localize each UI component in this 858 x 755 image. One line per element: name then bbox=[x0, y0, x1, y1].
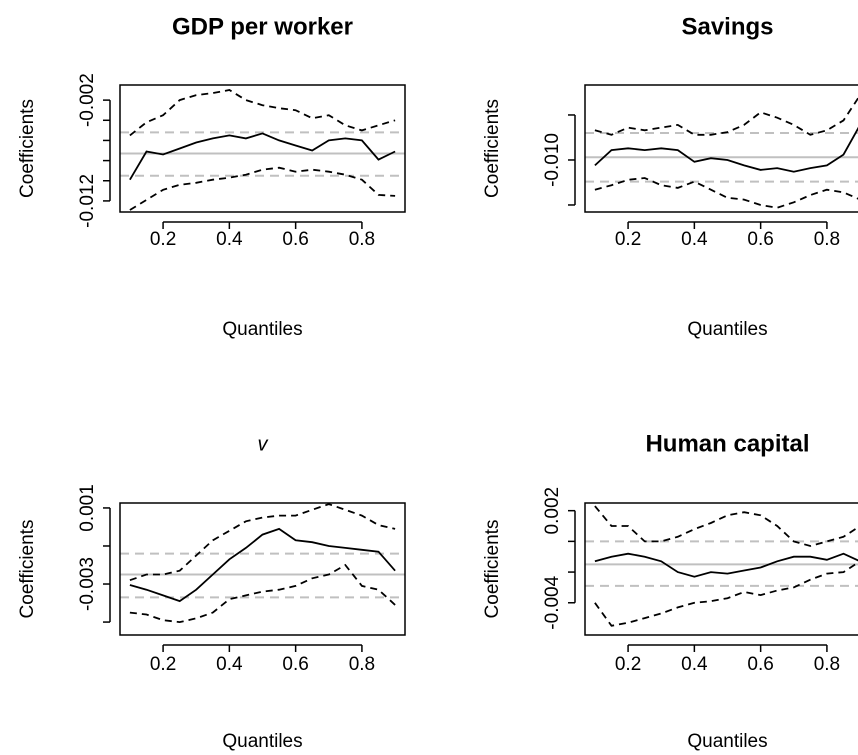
panel-title: Human capital bbox=[645, 430, 809, 457]
x-tick-label: 0.2 bbox=[150, 229, 176, 250]
x-tick-label: 0.4 bbox=[216, 654, 243, 675]
y-axis-label: Coefficients bbox=[482, 520, 503, 619]
y-tick-label: 0.002 bbox=[542, 487, 563, 535]
y-tick-label: -0.010 bbox=[542, 133, 563, 187]
x-tick-label: 0.2 bbox=[615, 654, 641, 675]
y-tick-label: -0.002 bbox=[77, 73, 98, 127]
coefficient-line bbox=[129, 503, 396, 582]
coefficient-line bbox=[594, 177, 858, 209]
x-tick-label: 0.8 bbox=[814, 654, 840, 675]
x-tick-label: 0.6 bbox=[747, 229, 773, 250]
y-tick-label: -0.012 bbox=[77, 174, 98, 228]
coefficient-line bbox=[594, 96, 858, 136]
x-tick-label: 0.6 bbox=[282, 654, 308, 675]
plot-frame bbox=[584, 84, 858, 213]
x-tick-label: 0.4 bbox=[216, 229, 243, 250]
x-tick-label: 0.8 bbox=[349, 654, 375, 675]
coefficient-line bbox=[129, 527, 396, 603]
x-axis-label: Quantiles bbox=[222, 319, 302, 340]
y-tick-label: 0.001 bbox=[77, 484, 98, 532]
plot-frame bbox=[119, 84, 406, 213]
coefficient-line bbox=[594, 505, 858, 547]
coefficient-line bbox=[129, 132, 396, 181]
panel-title: GDP per worker bbox=[172, 13, 353, 40]
coefficient-line bbox=[594, 552, 858, 578]
x-tick-label: 0.2 bbox=[615, 229, 641, 250]
coefficient-line bbox=[594, 561, 858, 627]
x-tick-label: 0.6 bbox=[747, 654, 773, 675]
y-tick-label: -0.003 bbox=[77, 557, 98, 611]
x-tick-label: 0.4 bbox=[681, 229, 708, 250]
x-tick-label: 0.8 bbox=[349, 229, 375, 250]
x-axis-label: Quantiles bbox=[222, 731, 302, 752]
panel-title: Savings bbox=[681, 13, 773, 40]
panel-title: v bbox=[258, 433, 269, 455]
coefficient-line bbox=[129, 166, 396, 211]
y-axis-label: Coefficients bbox=[17, 520, 38, 619]
x-tick-label: 0.4 bbox=[681, 654, 708, 675]
coefficient-line bbox=[594, 126, 858, 173]
x-tick-label: 0.8 bbox=[814, 229, 840, 250]
y-axis-label: Coefficients bbox=[482, 99, 503, 198]
x-tick-label: 0.2 bbox=[150, 654, 176, 675]
x-axis-label: Quantiles bbox=[687, 731, 767, 752]
plot-frame bbox=[584, 502, 858, 636]
plot-frame bbox=[119, 502, 406, 636]
y-axis-label: Coefficients bbox=[17, 99, 38, 198]
x-tick-label: 0.6 bbox=[282, 229, 308, 250]
x-axis-label: Quantiles bbox=[687, 319, 767, 340]
coefficient-line bbox=[129, 89, 396, 137]
y-tick-label: -0.004 bbox=[542, 575, 563, 629]
